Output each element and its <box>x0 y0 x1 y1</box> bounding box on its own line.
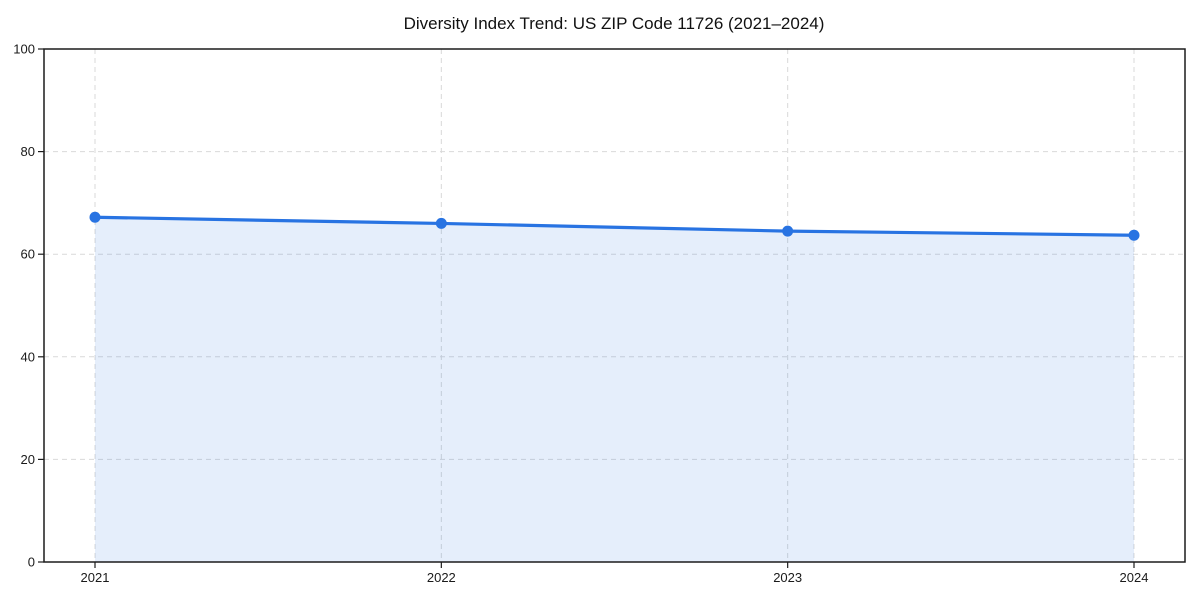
tick-labels: 0 20 40 60 80 100 2021 2022 2023 2024 <box>13 42 1148 586</box>
trend-line <box>93 215 1136 237</box>
y-tick-label: 100 <box>13 42 35 57</box>
chart-title: Diversity Index Trend: US ZIP Code 11726… <box>404 14 825 33</box>
trend-line-path <box>93 215 1136 237</box>
x-tick-label: 2024 <box>1120 570 1149 585</box>
y-tick-label: 20 <box>21 452 35 467</box>
x-tick-label: 2022 <box>427 570 456 585</box>
data-points <box>89 211 1140 241</box>
area-fill-shape <box>95 217 1134 562</box>
y-tick-label: 0 <box>28 555 35 570</box>
y-tick-label: 60 <box>21 247 35 262</box>
y-tick-label: 40 <box>21 349 35 364</box>
data-point-2021 <box>89 211 101 223</box>
x-tick-label: 2021 <box>81 570 110 585</box>
y-tick-label: 80 <box>21 144 35 159</box>
plot-border <box>43 48 1186 563</box>
area-fill <box>95 217 1134 562</box>
data-point-2024 <box>1128 229 1140 241</box>
axes <box>38 48 1186 568</box>
data-point-2022 <box>435 217 447 229</box>
x-tick-label: 2023 <box>773 570 802 585</box>
data-point-2023 <box>782 225 794 237</box>
